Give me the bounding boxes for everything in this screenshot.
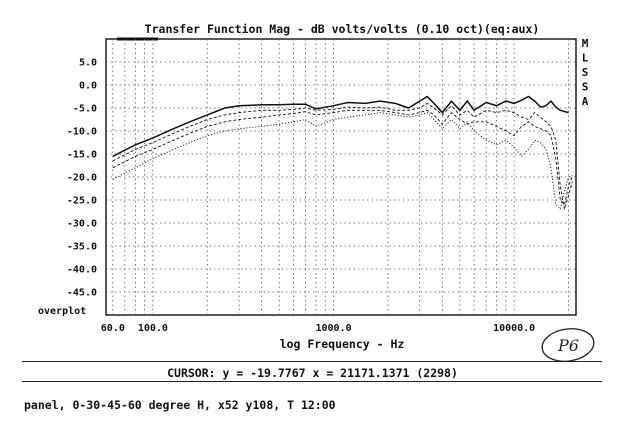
x-axis-label: log Frequency - Hz	[280, 337, 405, 351]
y-tick-label: -45.0	[67, 288, 97, 299]
y-tick-label: 5.0	[79, 58, 97, 69]
series-line-3	[112, 109, 573, 206]
x-tick-label: 1000.0	[315, 323, 351, 334]
chart-title: Transfer Function Mag - dB volts/volts (…	[145, 22, 540, 36]
y-tick-label: -40.0	[67, 265, 97, 276]
status-rule-bottom	[22, 381, 602, 382]
y-tick-labels: 5.0 0.0 -5.0 -10.0 -15.0 -20.0 -25.0 -30.0 -35.0…	[67, 58, 97, 299]
series-group	[112, 95, 573, 211]
overplot-label: overplot	[38, 306, 86, 317]
side-letter: A	[582, 95, 589, 108]
x-tick-label: 60.0	[101, 323, 125, 334]
side-letter: L	[582, 52, 589, 65]
x-tick-labels: 60.0 100.0 1000.0 10000.0	[101, 323, 535, 334]
side-letter: S	[582, 81, 589, 94]
y-tick-label: -35.0	[67, 242, 97, 253]
series-line-2	[112, 102, 573, 210]
x-tick-label: 10000.0	[493, 323, 535, 334]
x-tick-label: 100.0	[138, 323, 168, 334]
handwritten-stamp-text: P6	[558, 336, 579, 355]
side-letter: M	[582, 37, 589, 50]
status-rule-top	[22, 361, 602, 362]
cursor-readout: CURSOR: y = -19.7767 x = 21171.1371 (229…	[167, 366, 458, 380]
y-tick-label: 0.0	[79, 81, 97, 92]
y-tick-label: -30.0	[67, 219, 97, 230]
grid	[106, 39, 576, 315]
y-tick-label: -10.0	[67, 127, 97, 138]
y-tick-label: -25.0	[67, 196, 97, 207]
side-letter: S	[582, 66, 589, 79]
y-tick-label: -5.0	[73, 104, 97, 115]
series-line-1	[112, 95, 569, 157]
y-tick-label: -15.0	[67, 150, 97, 161]
series-line-4	[112, 112, 573, 211]
footer-caption: panel, 0-30-45-60 degree H, x52 y108, T …	[24, 398, 336, 412]
handwritten-stamp-circle	[541, 328, 595, 362]
y-tick-label: -20.0	[67, 173, 97, 184]
